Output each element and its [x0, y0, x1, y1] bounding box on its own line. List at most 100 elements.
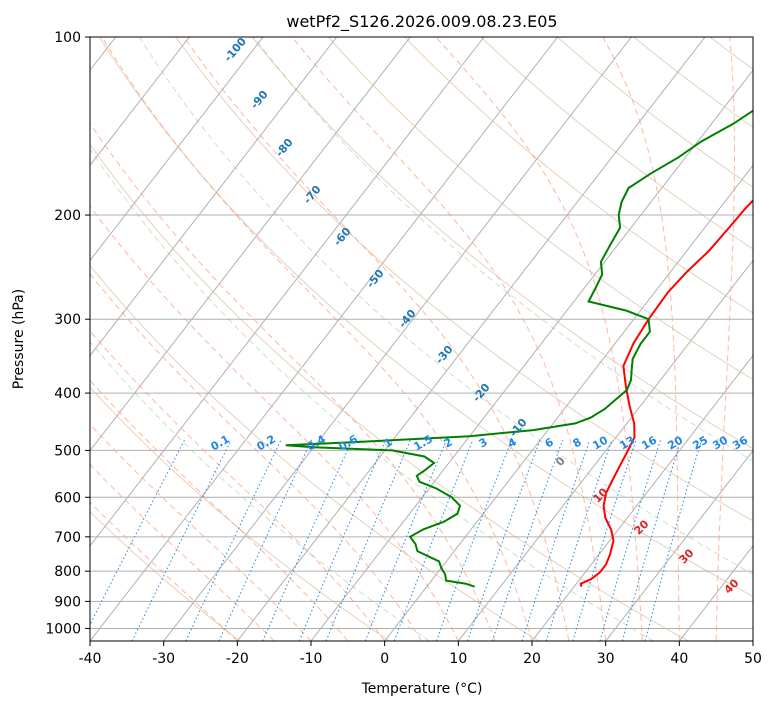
dry-adiabat: [556, 37, 753, 188]
mixing-ratio-line: [599, 439, 662, 641]
moist-adiabat: [183, 37, 570, 641]
isotherm-line: [384, 164, 753, 641]
isotherm-line: [90, 37, 485, 547]
moist-adiabat-label: 0: [553, 454, 568, 469]
moist-adiabat: [602, 37, 680, 641]
profile-series: [285, 109, 753, 588]
y-tick-label: 900: [54, 594, 81, 610]
moist-adiabat: [90, 463, 275, 641]
moist-adiabat-label: 20: [632, 517, 652, 537]
profile-line: [579, 199, 753, 587]
mixing-ratio-line: [325, 439, 411, 641]
mixing-ratio-line: [218, 439, 313, 641]
mixing-ratio-line: [262, 439, 353, 641]
theta-e-line: [138, 37, 753, 575]
isotherm-line: [90, 37, 264, 262]
dry-adiabat: [633, 37, 753, 128]
dry-adiabat: [709, 37, 753, 70]
moist-adiabat: [90, 122, 496, 641]
isotherm-label: -80: [273, 136, 296, 160]
y-axis-label: Pressure (hPa): [11, 289, 27, 389]
isotherm-line: [163, 37, 632, 641]
mixing-ratio-line: [185, 439, 282, 641]
mixing-ratio-label: 3: [477, 435, 490, 450]
mixing-ratio-line: [644, 439, 703, 641]
profile-line: [285, 109, 753, 588]
isotherm-line: [236, 37, 706, 641]
isotherm-line: [90, 37, 190, 167]
x-tick-label: 10: [449, 651, 467, 667]
mixing-ratio-line: [435, 439, 513, 641]
dry-adiabat: [98, 37, 753, 598]
moist-adiabat: [90, 330, 386, 641]
x-tick-label: -40: [79, 651, 102, 667]
isotherm-line: [90, 37, 411, 452]
y-tick-label: 200: [54, 208, 81, 224]
dry-adiabat: [251, 37, 753, 450]
x-tick-label: -20: [226, 651, 249, 667]
y-tick-label: 600: [54, 490, 81, 506]
isotherm-label: -20: [470, 381, 493, 405]
moist-adiabat: [90, 379, 349, 641]
x-axis-label: Temperature (°C): [361, 681, 483, 697]
mixing-ratio-label: 1: [382, 435, 395, 450]
y-tick-label: 300: [54, 312, 81, 328]
isotherm-line: [310, 69, 753, 641]
mixing-ratio-line: [521, 439, 591, 641]
dry-adiabat: [327, 37, 753, 381]
y-tick-label: 700: [54, 530, 81, 546]
mixing-ratio-line: [131, 439, 232, 641]
mixing-ratio-label: 10: [590, 433, 610, 452]
x-tick-label: 20: [523, 651, 541, 667]
isotherm-line: [457, 259, 753, 641]
mixing-ratio-line: [298, 439, 387, 641]
moist-adiabat: [90, 273, 422, 641]
y-tick-label: 500: [54, 443, 81, 459]
mixing-ratio-line: [545, 439, 613, 641]
x-tick-label: 0: [380, 651, 389, 667]
mixing-ratio-label: 16: [639, 433, 659, 452]
moist-adiabat: [291, 37, 607, 641]
axis-ticks: -40 -30 -20 -10 0 10 20 30 40 5010020030040050060…: [45, 30, 762, 667]
isotherm-label: -50: [364, 267, 387, 291]
moist-adiabat: [435, 37, 643, 641]
dry-adiabat: [90, 143, 689, 641]
moist-adiabat: [752, 629, 753, 641]
mixing-ratio-line: [572, 439, 637, 641]
x-tick-label: -10: [300, 651, 323, 667]
y-tick-label: 1000: [45, 621, 81, 637]
dry-adiabat: [480, 37, 753, 250]
x-tick-label: 40: [670, 651, 688, 667]
mixing-ratio-label: 20: [665, 433, 685, 452]
isotherm-line: [90, 37, 338, 357]
moist-adiabat: [90, 501, 238, 641]
moist-adiabat: [90, 423, 312, 641]
y-tick-label: 100: [54, 30, 81, 46]
theta-e-line: [90, 340, 430, 641]
moist-adiabat: [90, 205, 459, 641]
isotherm-label: -70: [301, 183, 324, 207]
y-tick-label: 400: [54, 386, 81, 402]
mixing-ratio-line: [90, 439, 186, 626]
background-lines: [90, 37, 753, 641]
dry-adiabat: [404, 37, 753, 314]
isotherm-label: -40: [396, 307, 419, 331]
isotherm-label: -90: [248, 88, 271, 112]
isotherm-line: [752, 640, 753, 641]
chart-title: wetPf2_S126.2026.009.08.23.E05: [286, 12, 557, 32]
mixing-ratio-line: [491, 439, 564, 641]
dry-adiabat: [90, 264, 540, 641]
plot-frame: [89, 36, 754, 642]
moist-adiabat-label: 40: [722, 576, 742, 596]
isotherm-line: [90, 37, 559, 641]
x-tick-label: 30: [597, 651, 615, 667]
y-tick-label: 800: [54, 564, 81, 580]
dry-adiabat: [175, 37, 753, 522]
isotherm-label: -60: [331, 225, 354, 249]
isotherm-line: [605, 449, 753, 641]
isotherm-line: [531, 354, 753, 641]
mixing-ratio-line: [467, 439, 541, 641]
mixing-ratio-line: [621, 439, 682, 641]
theta-e-line: [90, 148, 654, 641]
